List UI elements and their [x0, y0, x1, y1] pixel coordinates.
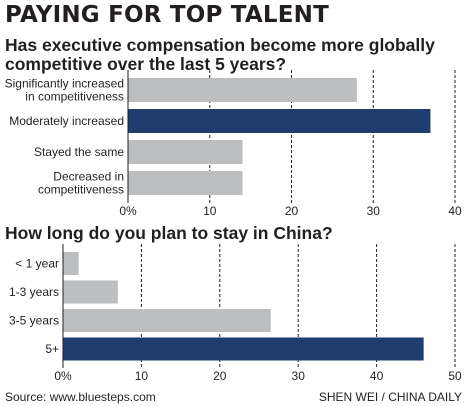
chart-1-category-label-0-line-0: Significantly increased	[5, 77, 124, 91]
page-title: PAYING FOR TOP TALENT	[5, 2, 329, 28]
chart-2-title: How long do you plan to stay in China?	[5, 223, 333, 243]
chart-1-category-label-3-line-0: Decreased in	[53, 170, 124, 184]
chart-2-category-label-2: 3-5 years	[9, 314, 59, 328]
chart-1-tick-label-3: 30	[367, 204, 381, 218]
chart-2-category-label-1: 1-3 years	[9, 285, 59, 299]
chart-2-tick-label-4: 40	[370, 369, 384, 383]
source-note: Source: www.bluesteps.com	[5, 390, 156, 404]
chart-2-bar-2	[63, 309, 271, 332]
chart-1-bar-3	[128, 171, 243, 195]
chart-2-tick-label-5: 50	[448, 369, 462, 383]
credit-note: SHEN WEI / CHINA DAILY	[318, 390, 462, 404]
chart-1-tick-label-4: 40	[448, 204, 462, 218]
chart-1-tick-label-2: 20	[285, 204, 299, 218]
chart-2-bar-1	[63, 280, 118, 304]
chart-1-category-label-3-line-1: competitiveness	[38, 183, 124, 197]
chart-1-category-label-2: Stayed the same	[34, 145, 124, 159]
chart-2-category-label-0: < 1 year	[15, 257, 59, 271]
chart-2-tick-label-2: 20	[213, 369, 227, 383]
chart-1-title: Has executive compensation become more g…	[5, 36, 435, 74]
chart-1-category-label-1: Moderately increased	[9, 114, 124, 128]
chart-1-category-label-0-line-1: in competitiveness	[25, 90, 124, 104]
chart-2-tick-label-3: 30	[292, 369, 306, 383]
chart-2-category-label-3: 5+	[45, 342, 59, 356]
chart-1-bar-0	[128, 78, 357, 102]
chart-2-bar-0	[63, 252, 79, 275]
chart-1-title-line-1: Has executive compensation become more g…	[5, 35, 435, 55]
chart-1-bar-1	[128, 109, 431, 133]
chart-1-tick-label-1: 10	[203, 204, 217, 218]
chart-1-title-line-2: competitive over the last 5 years?	[5, 54, 287, 74]
stay-duration-bar-chart: < 1 year 1-3 years 3-5 years 5+ 0% 10 20 30 40 50	[9, 244, 462, 383]
chart-1-bar-2	[128, 140, 243, 164]
chart-1-tick-label-0: 0%	[119, 204, 137, 218]
chart-2-tick-label-1: 10	[135, 369, 149, 383]
chart-2-tick-label-0: 0%	[54, 369, 72, 383]
chart-2-bar-3	[63, 337, 424, 361]
